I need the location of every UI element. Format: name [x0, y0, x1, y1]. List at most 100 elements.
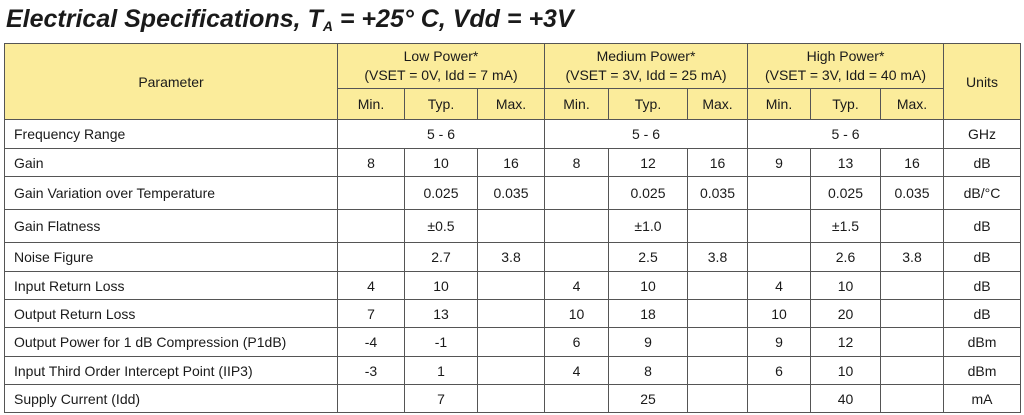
med-max-cell: 3.8 — [687, 242, 748, 272]
med-max-cell — [687, 384, 748, 413]
high-min-cell: 9 — [747, 327, 811, 357]
param-cell: Gain — [4, 148, 338, 177]
table-row: Input Third Order Intercept Point (IIP3)… — [4, 356, 1021, 385]
high-typ-cell: 10 — [810, 356, 881, 385]
units-cell: dB — [943, 299, 1021, 328]
high-min-cell: 6 — [747, 356, 811, 385]
high-typ-cell: 0.025 — [810, 176, 881, 210]
units-cell: dB/°C — [943, 176, 1021, 210]
med-typ-cell: 8 — [608, 356, 688, 385]
units-cell: dB — [943, 242, 1021, 272]
med-min-header: Min. — [544, 88, 609, 120]
units-cell: GHz — [943, 119, 1021, 149]
med-min-cell: 10 — [544, 299, 609, 328]
low-max-cell — [477, 209, 545, 243]
electrical-specifications-table: Parameter Low Power* (VSET = 0V, Idd = 7 … — [4, 43, 1021, 413]
med-typ-header: Typ. — [608, 88, 688, 120]
low-typ-cell: -1 — [404, 327, 478, 357]
high-min-cell — [747, 384, 811, 413]
title-conditions: = +25° C, Vdd = +3V — [339, 5, 574, 33]
med-typ-cell: 18 — [608, 299, 688, 328]
table-row: Noise Figure 2.7 3.8 2.5 3.8 2.6 3.8 dB — [4, 242, 1021, 272]
low-min-cell — [337, 176, 405, 210]
low-min-cell — [337, 384, 405, 413]
low-min-cell — [337, 242, 405, 272]
med-min-cell — [544, 176, 609, 210]
high-max-cell: 16 — [880, 148, 944, 177]
med-typ-cell: 25 — [608, 384, 688, 413]
group-header-low-power: Low Power* (VSET = 0V, Idd = 7 mA) — [337, 43, 545, 89]
med-typ-cell: 0.025 — [608, 176, 688, 210]
low-min-cell: 7 — [337, 299, 405, 328]
low-max-cell — [477, 299, 545, 328]
med-max-cell: 0.035 — [687, 176, 748, 210]
table-row-frequency-range: Frequency Range 5 - 6 5 - 6 5 - 6 GHz — [4, 119, 1021, 149]
high-max-cell — [880, 356, 944, 385]
high-typ-header: Typ. — [810, 88, 881, 120]
low-range-cell: 5 - 6 — [337, 119, 545, 149]
high-min-cell: 10 — [747, 299, 811, 328]
high-max-cell — [880, 209, 944, 243]
low-typ-cell: 0.025 — [404, 176, 478, 210]
low-typ-cell: 10 — [404, 271, 478, 300]
med-max-cell — [687, 327, 748, 357]
table-row: Gain Variation over Temperature 0.025 0.… — [4, 176, 1021, 210]
units-header: Units — [943, 43, 1021, 120]
high-min-cell — [747, 209, 811, 243]
low-min-cell: -4 — [337, 327, 405, 357]
low-typ-cell: 7 — [404, 384, 478, 413]
med-max-header: Max. — [687, 88, 748, 120]
low-max-cell: 3.8 — [477, 242, 545, 272]
med-max-cell: 16 — [687, 148, 748, 177]
high-max-cell — [880, 271, 944, 300]
low-min-cell: 8 — [337, 148, 405, 177]
param-cell: Supply Current (Idd) — [4, 384, 338, 413]
med-min-cell: 4 — [544, 271, 609, 300]
low-min-cell: -3 — [337, 356, 405, 385]
param-cell: Output Power for 1 dB Compression (P1dB) — [4, 327, 338, 357]
low-max-cell: 16 — [477, 148, 545, 177]
med-min-cell — [544, 209, 609, 243]
param-cell: Gain Variation over Temperature — [4, 176, 338, 210]
low-min-header: Min. — [337, 88, 405, 120]
group-header-medium-power: Medium Power* (VSET = 3V, Idd = 25 mA) — [544, 43, 748, 89]
low-typ-cell: 2.7 — [404, 242, 478, 272]
low-max-cell — [477, 356, 545, 385]
high-max-cell — [880, 299, 944, 328]
table-row: Output Power for 1 dB Compression (P1dB)… — [4, 327, 1021, 357]
med-min-cell: 4 — [544, 356, 609, 385]
low-typ-cell: ±0.5 — [404, 209, 478, 243]
high-min-header: Min. — [747, 88, 811, 120]
low-max-cell: 0.035 — [477, 176, 545, 210]
page-title: Electrical Specifications, TA = +25° C, … — [6, 2, 574, 36]
med-min-cell — [544, 384, 609, 413]
low-typ-header: Typ. — [404, 88, 478, 120]
high-typ-cell: ±1.5 — [810, 209, 881, 243]
med-range-cell: 5 - 6 — [544, 119, 748, 149]
med-typ-cell: 9 — [608, 327, 688, 357]
group-header-high-power: High Power* (VSET = 3V, Idd = 40 mA) — [747, 43, 944, 89]
table-row: Output Return Loss 7 13 10 18 10 20 dB — [4, 299, 1021, 328]
med-typ-cell: 10 — [608, 271, 688, 300]
param-cell: Output Return Loss — [4, 299, 338, 328]
high-max-cell: 3.8 — [880, 242, 944, 272]
high-min-cell: 9 — [747, 148, 811, 177]
param-cell: Gain Flatness — [4, 209, 338, 243]
param-cell: Input Return Loss — [4, 271, 338, 300]
high-max-header: Max. — [880, 88, 944, 120]
med-min-cell: 8 — [544, 148, 609, 177]
med-typ-cell: ±1.0 — [608, 209, 688, 243]
units-cell: dBm — [943, 356, 1021, 385]
param-cell: Noise Figure — [4, 242, 338, 272]
table-row: Gain 8 10 16 8 12 16 9 13 16 dB — [4, 148, 1021, 177]
high-max-cell: 0.035 — [880, 176, 944, 210]
title-ta: TA — [307, 5, 333, 34]
high-min-cell: 4 — [747, 271, 811, 300]
units-cell: dB — [943, 148, 1021, 177]
units-cell: dBm — [943, 327, 1021, 357]
table-row: Supply Current (Idd) 7 25 40 mA — [4, 384, 1021, 413]
low-min-cell: 4 — [337, 271, 405, 300]
med-min-cell — [544, 242, 609, 272]
low-typ-cell: 1 — [404, 356, 478, 385]
table-row: Input Return Loss 4 10 4 10 4 10 dB — [4, 271, 1021, 300]
